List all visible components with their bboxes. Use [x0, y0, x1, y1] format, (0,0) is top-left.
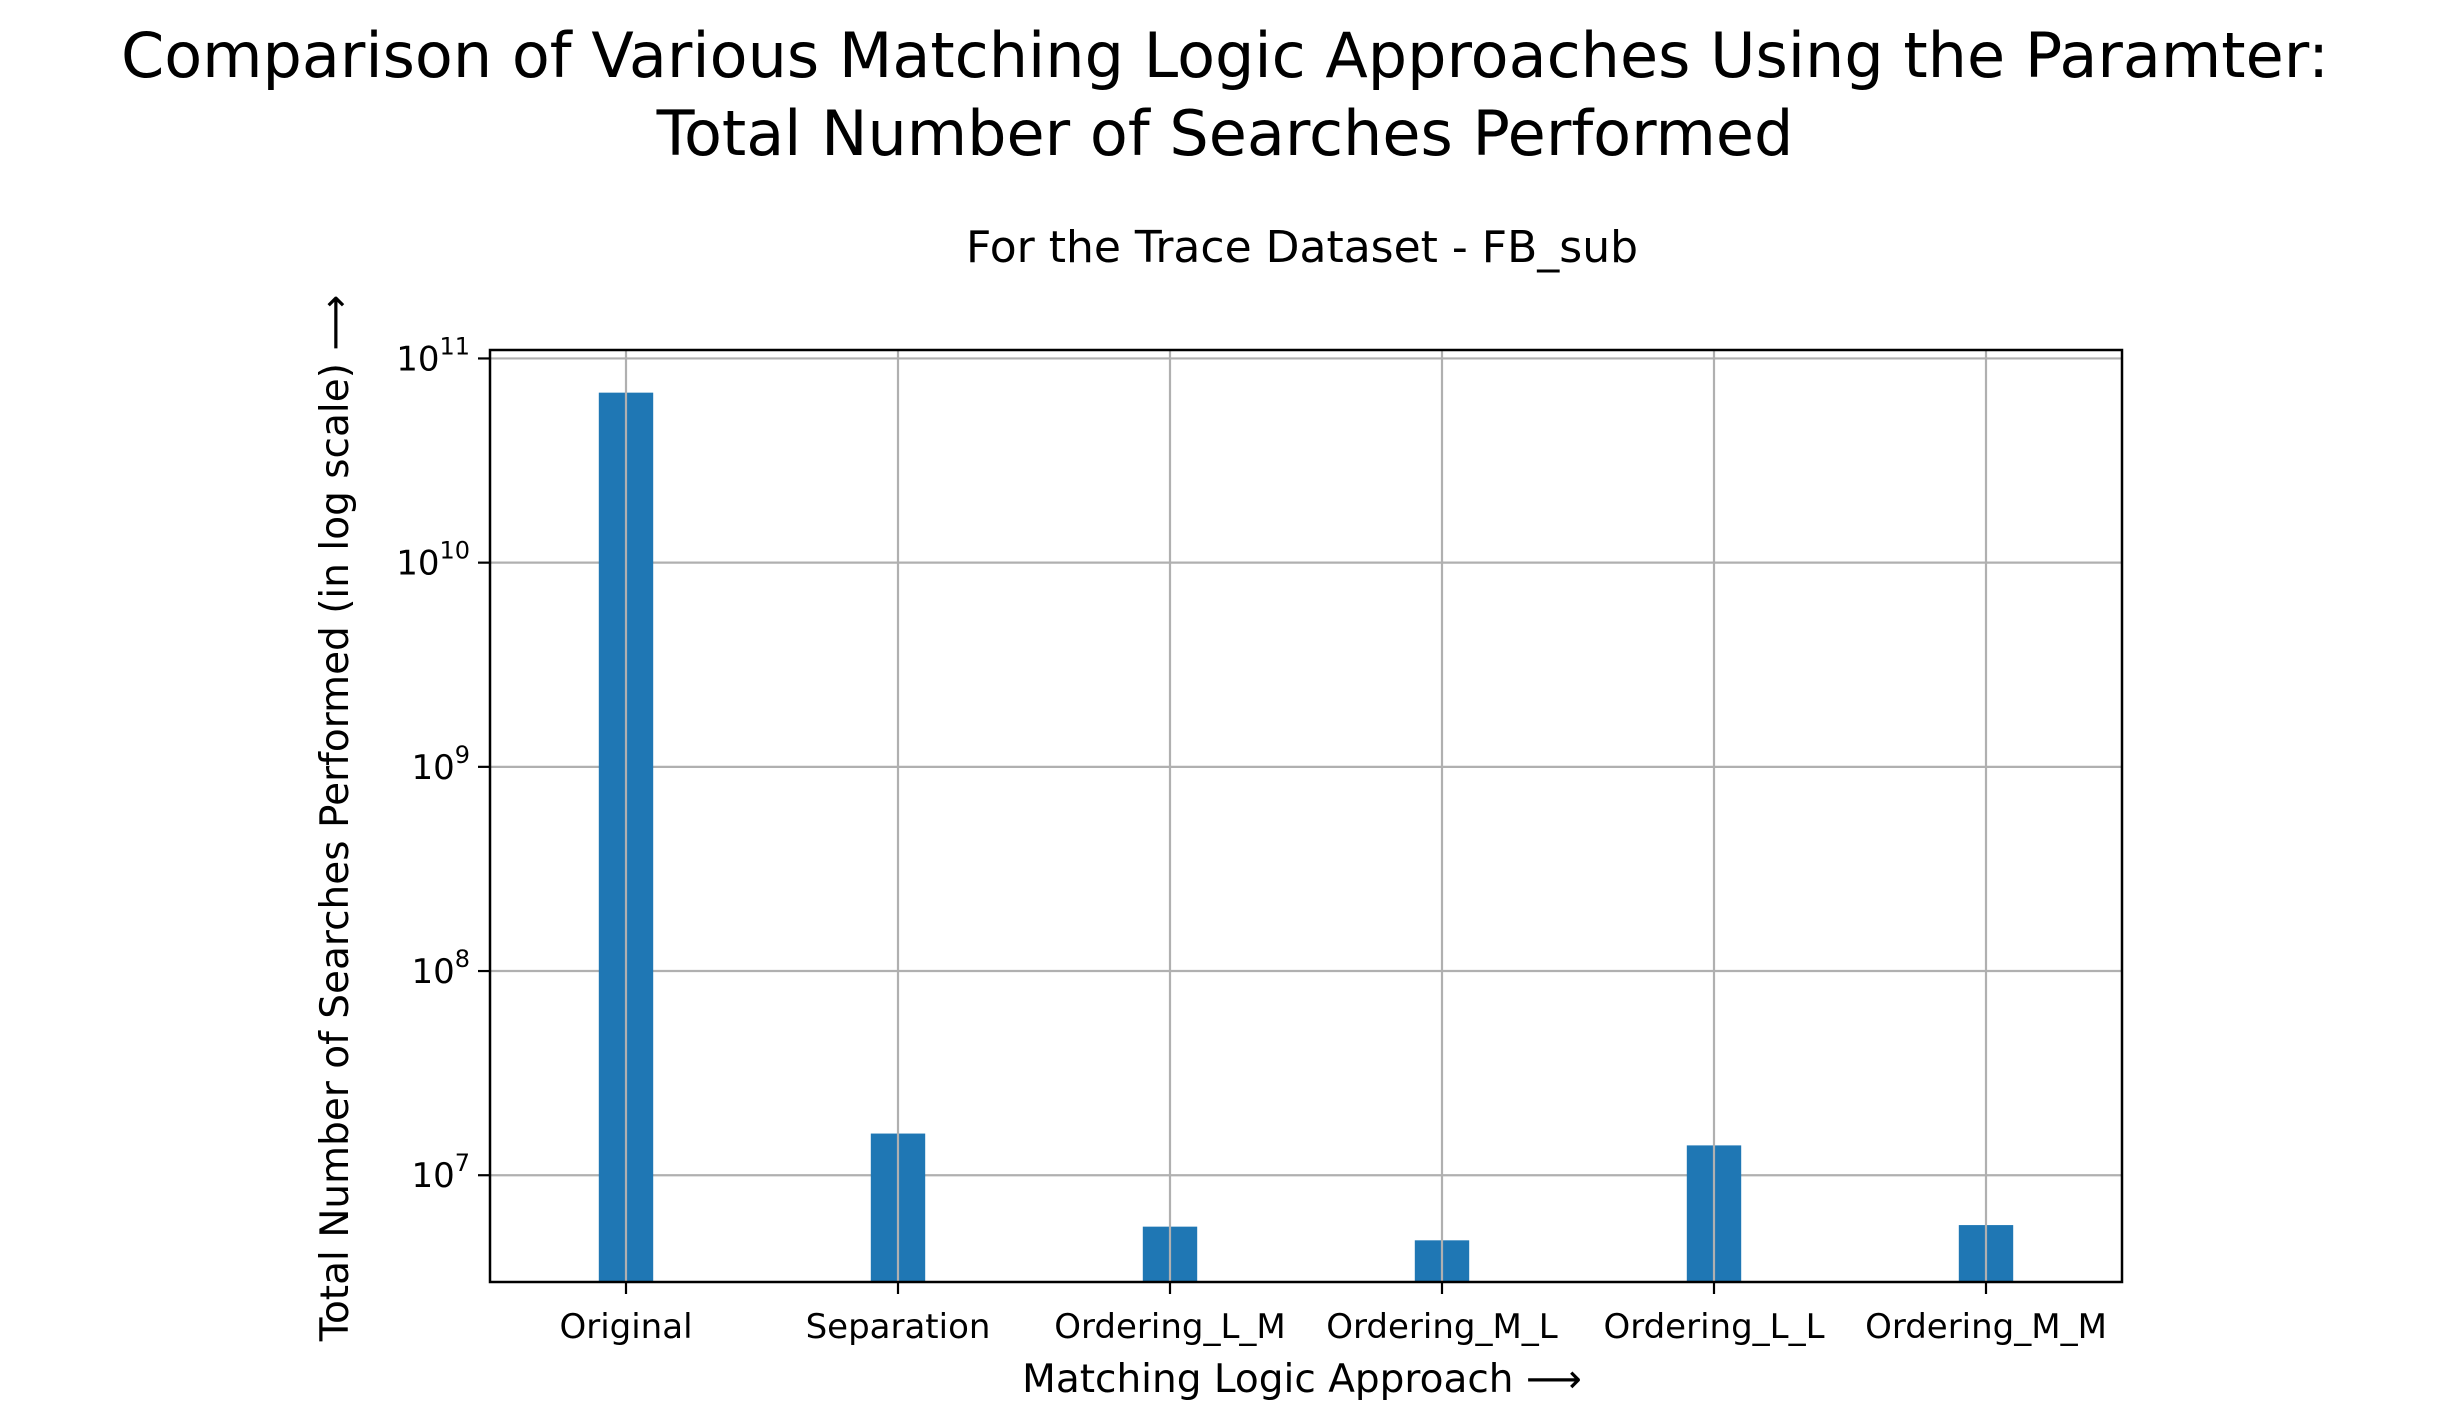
y-tick-label: 108 [411, 945, 470, 992]
x-axis-ticks: Original Separation Ordering_L_M Ordering_M… [559, 1282, 2107, 1347]
y-tick-label: 109 [411, 741, 470, 788]
y-tick-label: 1011 [396, 332, 470, 379]
grid-lines [490, 357, 2122, 1177]
chart-subtitle: For the Trace Dataset - FB_sub [966, 222, 1638, 273]
x-tick-label: Ordering_L_M [1054, 1307, 1285, 1347]
x-tick-label: Ordering_M_M [1865, 1307, 2107, 1347]
vertical-grid-lines [624, 350, 1988, 1282]
y-axis-ticks: 107 108 109 1010 1011 [396, 332, 490, 1196]
x-tick-label: Original [559, 1307, 692, 1347]
chart-title: Comparison of Various Matching Logic App… [121, 19, 2329, 92]
plot-area-frame [488, 348, 2124, 1284]
chart-title-line-2: Total Number of Searches Performed [656, 97, 1794, 170]
x-axis-label: Matching Logic Approach ⟶ [1022, 1357, 1582, 1402]
x-tick-label: Separation [806, 1307, 991, 1347]
y-axis-label: Total Number of Searches Performed (in l… [313, 295, 358, 1343]
y-tick-label: 107 [411, 1149, 470, 1196]
x-tick-label: Ordering_L_L [1603, 1307, 1824, 1347]
y-tick-label: 1010 [396, 537, 470, 584]
x-tick-label: Ordering_M_L [1326, 1307, 1558, 1347]
